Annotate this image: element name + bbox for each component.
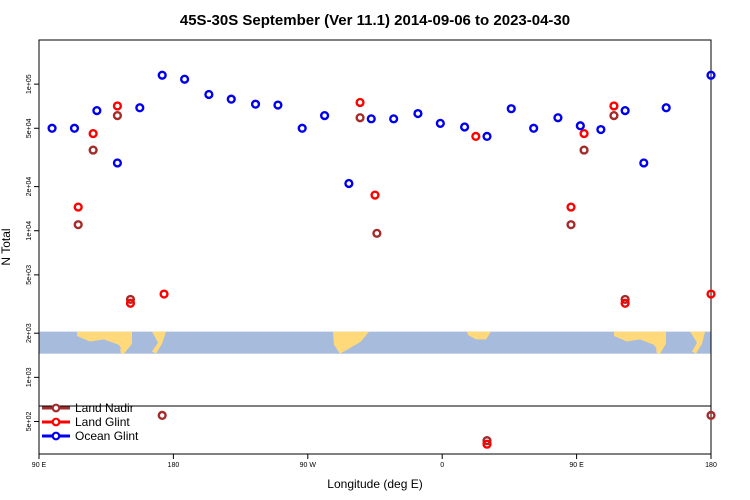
point-ocean-glint — [273, 100, 283, 110]
plot-frame — [38, 39, 712, 455]
point-land-glint — [125, 298, 136, 308]
map-land-1 — [120, 349, 126, 354]
point-ocean-glint — [92, 105, 102, 116]
map-land-2 — [152, 331, 166, 354]
map-land-6 — [656, 349, 662, 354]
y-axis: 5e+02 1e+03 2e+03 5e+03 1e+04 2e+04 5e+04 1e+05 — [26, 74, 39, 431]
y-tick-label: 2e+03 — [26, 323, 33, 343]
point-land-nadir — [706, 410, 716, 421]
point-ocean-glint — [180, 74, 190, 84]
legend-entry-ocean-glint: Ocean Glint — [42, 429, 139, 443]
point-land-glint — [566, 202, 576, 212]
point-ocean-glint — [575, 121, 585, 131]
legend-label-ocean-glint: Ocean Glint — [75, 429, 139, 443]
point-ocean-glint — [250, 99, 261, 109]
x-tick-label: 90 E — [32, 462, 47, 469]
map-ocean — [39, 331, 711, 354]
point-ocean-glint — [135, 103, 145, 113]
point-land-nadir — [620, 294, 630, 305]
y-axis-label: N Total — [0, 228, 13, 265]
map-band — [39, 331, 711, 354]
point-land-glint — [370, 190, 380, 200]
point-land-glint — [620, 298, 630, 308]
x-tick-label: 180 — [705, 462, 717, 469]
y-tick-label: 5e+02 — [26, 412, 33, 432]
chart-title: 45S-30S September (Ver 11.1) 2014-09-06 … — [180, 12, 570, 29]
point-land-glint — [482, 439, 492, 449]
point-ocean-glint — [389, 114, 399, 124]
x-tick-label: 90 W — [300, 462, 317, 469]
point-land-nadir — [579, 145, 589, 155]
x-tick-label: 180 — [168, 462, 180, 469]
point-land-glint — [579, 128, 589, 139]
point-ocean-glint — [639, 158, 649, 168]
x-axis-label: Longitude (deg E) — [327, 477, 422, 491]
point-ocean-glint — [435, 118, 445, 128]
y-tick-label: 1e+03 — [26, 367, 33, 387]
point-land-nadir — [355, 113, 365, 123]
point-ocean-glint — [620, 105, 630, 116]
map-land-0 — [77, 331, 132, 354]
point-ocean-glint — [112, 158, 123, 168]
point-ocean-glint — [506, 104, 516, 114]
map-land-5 — [614, 331, 666, 354]
point-ocean-glint — [553, 113, 563, 123]
point-land-nadir — [88, 145, 98, 155]
point-ocean-glint — [204, 89, 214, 100]
legend-label-land-glint: Land Glint — [75, 415, 130, 429]
point-land-glint — [159, 289, 169, 299]
point-ocean-glint — [226, 94, 236, 104]
point-ocean-glint — [157, 70, 167, 80]
point-ocean-glint — [47, 123, 57, 133]
legend-label-land-nadir: Land Nadir — [75, 401, 134, 415]
point-land-nadir — [372, 228, 382, 238]
point-ocean-glint — [413, 108, 423, 119]
map-land-7 — [690, 331, 705, 354]
y-tick-label: 1e+05 — [26, 74, 33, 94]
y-tick-label: 5e+04 — [26, 118, 33, 138]
point-land-glint — [112, 101, 123, 111]
point-land-glint — [355, 97, 365, 108]
y-tick-label: 5e+03 — [26, 265, 33, 285]
point-ocean-glint — [69, 123, 80, 133]
x-axis: 90 E 180 90 W 0 90 E 180 — [32, 454, 717, 469]
point-land-nadir — [566, 220, 576, 230]
point-ocean-glint — [366, 114, 376, 124]
y-tick-label: 2e+04 — [26, 177, 33, 197]
point-ocean-glint — [661, 103, 671, 113]
point-land-glint — [706, 289, 716, 299]
point-ocean-glint — [482, 131, 492, 142]
y-tick-label: 1e+04 — [26, 221, 33, 241]
point-land-glint — [609, 101, 619, 111]
data-points — [47, 70, 716, 449]
point-land-glint — [73, 202, 83, 212]
legend-entry-land-glint: Land Glint — [42, 415, 130, 429]
x-tick-label: 0 — [440, 462, 444, 469]
point-land-nadir — [609, 111, 619, 121]
point-land-nadir — [157, 410, 167, 421]
map-land-4 — [467, 331, 491, 340]
map-land-3 — [333, 331, 369, 354]
point-land-glint — [471, 131, 481, 142]
legend-entry-land-nadir: Land Nadir — [42, 401, 134, 415]
point-ocean-glint — [529, 123, 539, 133]
point-land-nadir — [73, 220, 83, 230]
point-ocean-glint — [596, 124, 606, 135]
point-ocean-glint — [344, 178, 354, 189]
legend: Land Nadir Land Glint Ocean Glint — [42, 401, 139, 443]
point-land-glint — [88, 128, 98, 139]
point-land-nadir — [125, 294, 136, 305]
point-ocean-glint — [706, 70, 716, 80]
x-tick-label: 90 E — [569, 462, 584, 469]
point-ocean-glint — [320, 111, 330, 121]
point-land-nadir — [482, 436, 492, 446]
point-ocean-glint — [460, 122, 470, 132]
point-ocean-glint — [297, 123, 307, 133]
point-land-nadir — [112, 111, 123, 121]
